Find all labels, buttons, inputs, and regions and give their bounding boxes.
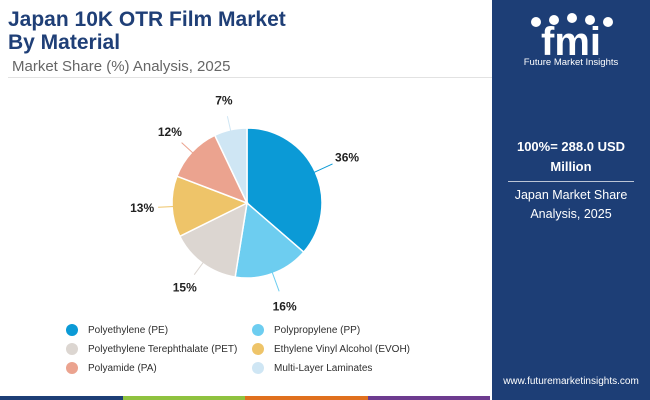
legend-swatch <box>66 343 78 355</box>
legend-swatch <box>252 324 264 336</box>
legend-label: Polyamide (PA) <box>88 362 157 374</box>
leader-line-4 <box>158 205 178 208</box>
bottom-bar-segment-2 <box>122 396 245 400</box>
leader-line-2 <box>270 268 280 292</box>
fmi-logo: fmi <box>531 13 613 64</box>
legend-swatch <box>66 362 78 374</box>
chart-title: Japan 10K OTR Film Market By Material <box>8 8 286 54</box>
legend-label: Multi-Layer Laminates <box>274 362 373 374</box>
data-label-4: 13% <box>130 201 154 215</box>
legend-item-6: Multi-Layer Laminates <box>252 362 372 374</box>
chart-subtitle: Market Share (%) Analysis, 2025 <box>12 58 231 75</box>
legend-item-2: Polypropylene (PP) <box>252 324 360 336</box>
brand-panel: fmi Future Market Insights 100%= 288.0 U… <box>492 0 650 400</box>
leader-line-1 <box>310 163 333 175</box>
leader-line-6 <box>226 116 233 136</box>
bottom-bar-segment-1 <box>0 396 123 400</box>
market-share-caption: Japan Market Share Analysis, 2025 <box>514 188 628 221</box>
chart-title-line2: By Material <box>8 31 121 54</box>
bottom-bar-segment-4 <box>367 396 490 400</box>
logo-subtitle: Future Market Insights <box>523 57 619 68</box>
bottom-color-bar <box>0 396 490 400</box>
legend-swatch <box>252 343 264 355</box>
legend-swatch <box>66 324 78 336</box>
legend-label: Ethylene Vinyl Alcohol (EVOH) <box>274 343 410 355</box>
bottom-bar-segment-3 <box>245 396 368 400</box>
legend-item-4: Ethylene Vinyl Alcohol (EVOH) <box>252 343 410 355</box>
legend-label: Polyethylene Terephthalate (PET) <box>88 343 238 355</box>
data-label-2: 16% <box>273 299 297 313</box>
data-label-5: 12% <box>158 125 182 139</box>
data-label-6: 7% <box>215 94 233 108</box>
summary-divider <box>508 181 634 182</box>
legend-label: Polyethylene (PE) <box>88 324 169 336</box>
market-size-title: 100%= 288.0 USD Million <box>516 139 626 174</box>
legend-label: Polypropylene (PP) <box>274 324 361 336</box>
legend-item-3: Polyethylene Terephthalate (PET) <box>66 343 237 355</box>
data-label-3: 15% <box>173 281 197 295</box>
leader-line-5 <box>181 142 197 157</box>
header-divider <box>8 77 498 78</box>
legend-item-5: Polyamide (PA) <box>66 362 157 374</box>
legend-item-1: Polyethylene (PE) <box>66 324 168 336</box>
chart-title-line1: Japan 10K OTR Film Market <box>8 8 286 31</box>
pie-chart: 36% 16% 15% 13% 12% 7% <box>130 94 359 314</box>
legend-swatch <box>252 362 264 374</box>
data-label-1: 36% <box>335 150 359 164</box>
leader-line-3 <box>193 258 207 275</box>
logo-text: fmi <box>541 20 601 64</box>
website-url: www.futuremarketinsights.com <box>503 376 639 387</box>
